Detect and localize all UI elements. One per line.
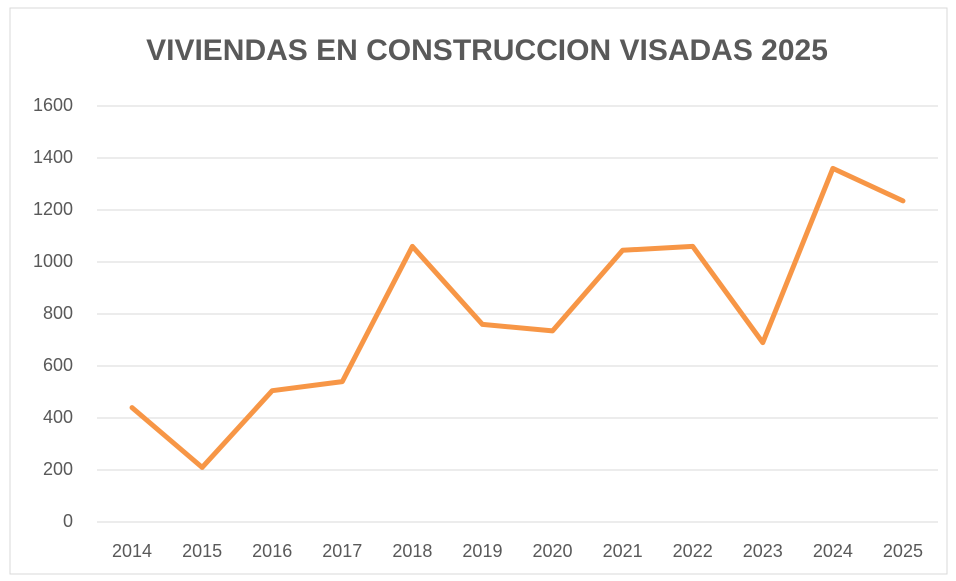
y-tick-label: 1000 <box>33 251 73 271</box>
x-tick-label: 2015 <box>182 541 222 561</box>
x-tick-label: 2020 <box>533 541 573 561</box>
x-tick-label: 2025 <box>883 541 923 561</box>
y-tick-label: 1200 <box>33 199 73 219</box>
x-tick-label: 2014 <box>112 541 152 561</box>
y-tick-label: 400 <box>43 407 73 427</box>
x-tick-label: 2016 <box>252 541 292 561</box>
chart-title: VIVIENDAS EN CONSTRUCCION VISADAS 2025 <box>146 34 828 67</box>
x-tick-label: 2021 <box>603 541 643 561</box>
x-tick-label: 2022 <box>673 541 713 561</box>
x-tick-label: 2019 <box>462 541 502 561</box>
x-tick-label: 2023 <box>743 541 783 561</box>
y-tick-label: 200 <box>43 459 73 479</box>
data-line <box>129 165 906 470</box>
y-tick-label: 0 <box>63 511 73 531</box>
y-tick-label: 600 <box>43 355 73 375</box>
x-tick-label: 2024 <box>813 541 853 561</box>
x-tick-label: 2017 <box>322 541 362 561</box>
chart-frame <box>9 7 948 575</box>
y-tick-label: 1600 <box>33 95 73 115</box>
y-tick-label: 800 <box>43 303 73 323</box>
y-tick-label: 1400 <box>33 147 73 167</box>
x-tick-label: 2018 <box>392 541 432 561</box>
